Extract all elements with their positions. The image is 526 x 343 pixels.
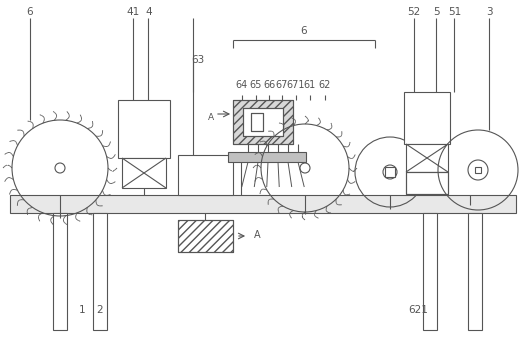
Text: 6: 6: [301, 26, 307, 36]
Text: 62: 62: [319, 80, 331, 90]
Bar: [228, 152, 306, 162]
Bar: [468, 213, 482, 330]
Bar: [475, 167, 481, 173]
Bar: [122, 158, 166, 188]
Text: A: A: [208, 114, 214, 122]
Text: 1: 1: [79, 305, 85, 315]
Bar: [233, 100, 293, 144]
Bar: [406, 144, 448, 172]
Text: 671: 671: [287, 80, 305, 90]
Bar: [53, 213, 67, 330]
Text: 51: 51: [448, 7, 462, 17]
Bar: [406, 172, 448, 194]
Bar: [251, 113, 263, 131]
Bar: [93, 213, 107, 330]
Text: 41: 41: [126, 7, 139, 17]
Text: 61: 61: [304, 80, 316, 90]
Text: 65: 65: [250, 80, 262, 90]
Bar: [251, 113, 263, 131]
Text: 52: 52: [407, 7, 421, 17]
Bar: [243, 108, 283, 136]
Bar: [178, 220, 233, 252]
Bar: [178, 220, 233, 252]
Bar: [243, 108, 283, 136]
Bar: [423, 213, 437, 330]
Bar: [10, 195, 516, 213]
Bar: [233, 100, 293, 144]
Bar: [178, 155, 233, 195]
Text: 621: 621: [408, 305, 428, 315]
Bar: [406, 172, 448, 194]
Bar: [404, 92, 450, 144]
Text: 5: 5: [433, 7, 439, 17]
Text: 66: 66: [263, 80, 275, 90]
Text: 67: 67: [276, 80, 288, 90]
Bar: [385, 167, 395, 177]
Text: 2: 2: [97, 305, 103, 315]
Text: 6: 6: [27, 7, 33, 17]
Text: 3: 3: [485, 7, 492, 17]
Text: 64: 64: [236, 80, 248, 90]
Text: 4: 4: [146, 7, 153, 17]
Bar: [118, 100, 170, 158]
Text: 63: 63: [191, 55, 205, 65]
Text: A: A: [254, 230, 260, 240]
